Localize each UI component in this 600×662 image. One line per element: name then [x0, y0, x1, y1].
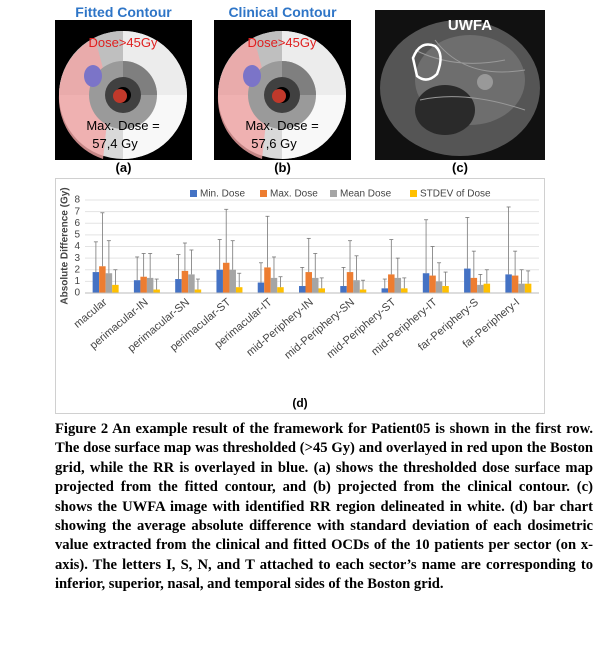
y-tick-label: 1: [74, 276, 80, 287]
bar: [105, 273, 113, 293]
legend-label: Min. Dose: [200, 189, 245, 200]
bar: [312, 277, 319, 293]
bar: [422, 273, 430, 293]
bar: [153, 289, 160, 293]
y-axis-label: Absolute Difference (Gy): [60, 187, 71, 304]
bar: [216, 269, 223, 293]
max-dose-value: 57,6 Gy: [251, 136, 297, 151]
bar: [524, 283, 532, 293]
bar: [442, 286, 449, 293]
bar: [518, 283, 525, 293]
bar: [92, 272, 100, 293]
bar: [388, 274, 395, 293]
threshold-label: Dose>45Gy: [247, 35, 317, 50]
y-tick-label: 8: [74, 195, 80, 206]
bar: [477, 284, 484, 293]
legend-swatch: [260, 190, 267, 197]
panel-c: UWFA (c): [375, 0, 545, 178]
chart-label: (d): [292, 396, 307, 410]
bar: [401, 288, 408, 293]
bar: [146, 277, 154, 293]
bar: [229, 269, 236, 293]
dose-map: Dose>45Gy Max. Dose = 57,4 Gy: [55, 20, 192, 160]
bar: [264, 267, 271, 293]
legend-swatch: [330, 190, 337, 197]
bar: [181, 270, 189, 293]
bar: [318, 288, 325, 293]
legend-swatch: [410, 190, 417, 197]
threshold-label: Dose>45Gy: [88, 35, 158, 50]
bar: [188, 274, 195, 293]
y-tick-label: 3: [74, 253, 80, 264]
legend-swatch: [190, 190, 197, 197]
panel-a: Fitted Contour Dose>45Gy Max. Dose = 57,…: [55, 0, 192, 178]
legend-label: Mean Dose: [340, 189, 392, 200]
bar: [505, 274, 512, 293]
panel-label: (b): [274, 160, 291, 175]
bar: [299, 286, 306, 293]
max-dose-value: 57,4 Gy: [92, 136, 138, 151]
uwfa-image: UWFA: [375, 10, 545, 160]
y-tick-label: 5: [74, 230, 80, 241]
y-tick-label: 4: [74, 241, 80, 252]
bar: [277, 287, 284, 293]
bar: [483, 283, 491, 293]
bar: [194, 289, 202, 293]
bar: [305, 272, 312, 293]
dose-map: Dose>45Gy Max. Dose = 57,6 Gy: [214, 20, 351, 160]
y-tick-label: 2: [74, 264, 80, 275]
legend-label: STDEV of Dose: [420, 189, 491, 200]
bar: [381, 288, 389, 293]
y-tick-label: 6: [74, 218, 80, 229]
panel-title: Fitted Contour: [75, 4, 172, 20]
bar: [359, 289, 367, 293]
bar: [133, 280, 141, 293]
image-title: UWFA: [448, 17, 492, 34]
bar: [470, 277, 478, 293]
bar: [99, 266, 106, 293]
bar: [394, 277, 402, 293]
panel-title: Clinical Contour: [228, 4, 337, 20]
legend-label: Max. Dose: [270, 189, 318, 200]
bar: [353, 280, 360, 293]
bar: [464, 268, 471, 293]
y-tick-label: 7: [74, 206, 80, 217]
bar: [222, 262, 230, 293]
bar: [140, 276, 147, 293]
y-tick-label: 0: [74, 288, 80, 299]
bar: [435, 281, 443, 293]
bar: [346, 272, 354, 293]
caption: Figure 2 An example result of the framew…: [55, 421, 593, 593]
bar: [340, 286, 347, 293]
max-dose-label: Max. Dose =: [86, 118, 159, 133]
panel-label: (c): [452, 160, 468, 175]
bar: [112, 284, 119, 293]
bar: [270, 277, 278, 293]
bar: [429, 275, 436, 293]
bar: [511, 275, 519, 293]
bar: [235, 287, 243, 293]
panel-b: Clinical Contour Dose>45Gy Max. Dose = 5…: [214, 0, 351, 178]
max-dose-label: Max. Dose =: [245, 118, 318, 133]
bar: [175, 279, 182, 293]
bar: [257, 282, 265, 293]
panel-label: (a): [115, 160, 132, 175]
